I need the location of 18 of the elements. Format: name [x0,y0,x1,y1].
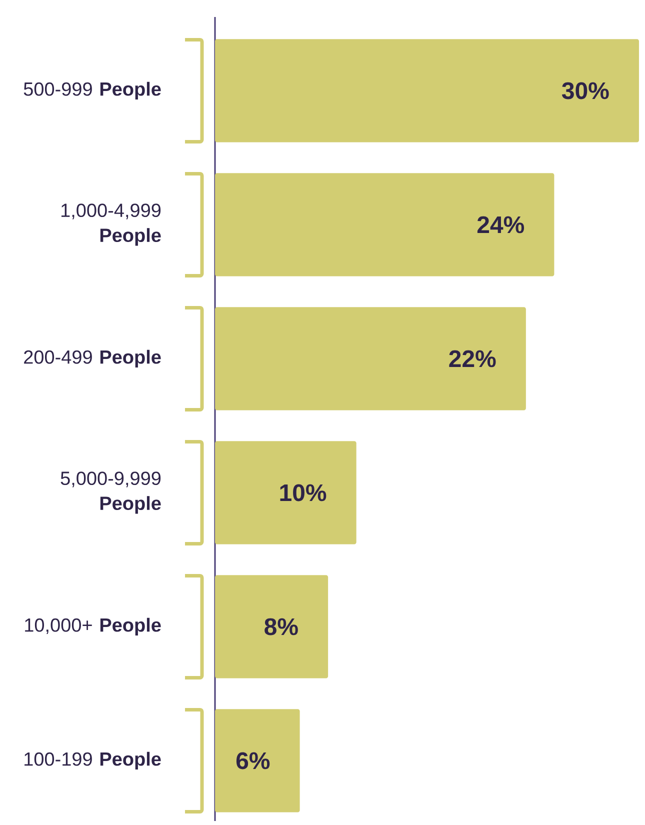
y-tick-label: 100-199 People [24,752,161,770]
y-tick-label: 500-999 People [24,82,161,100]
bar [214,39,639,142]
data-label: 6% [236,752,270,770]
data-label: 30% [562,82,609,100]
y-tick-label: 200-499 People [24,350,161,368]
bar [214,575,328,678]
y-tick-label: 1,000-4,999 People [61,204,161,246]
bar [214,307,526,410]
bar [214,441,356,544]
bar [214,173,554,276]
data-label: 10% [280,484,326,502]
y-tick-label: 10,000+ People [25,618,161,636]
data-label: 24% [477,216,524,234]
data-label: 8% [264,618,298,636]
y-tick-label: 5,000-9,999 People [60,472,161,514]
bar [214,709,300,812]
data-label: 22% [449,350,496,368]
